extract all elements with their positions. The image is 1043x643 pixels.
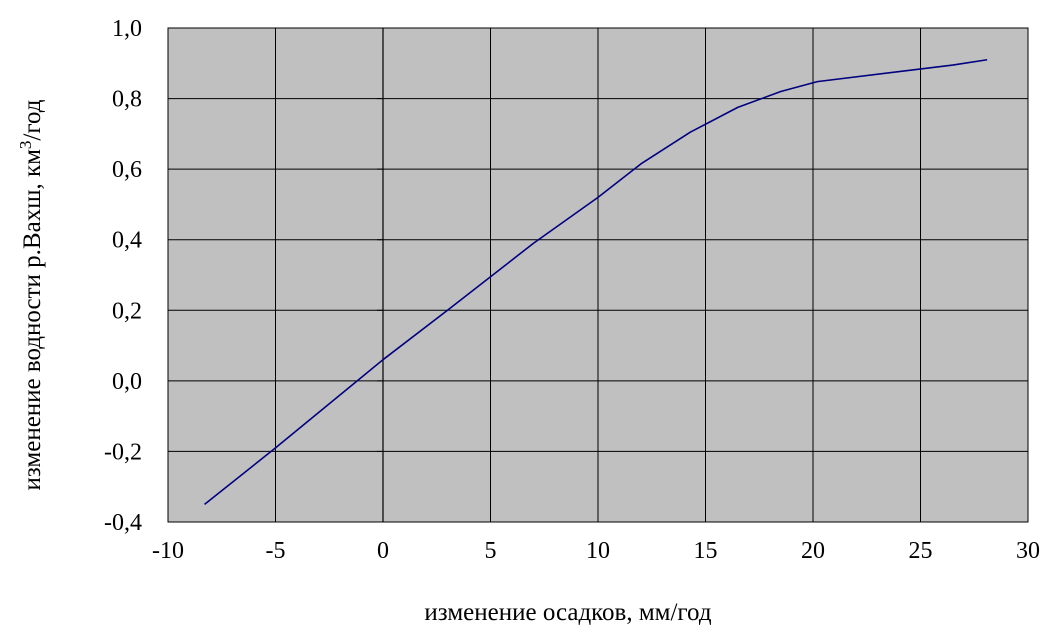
- x-tick-label: 15: [694, 538, 718, 564]
- y-tick-label: 0,8: [112, 87, 142, 113]
- y-tick-label: 0,6: [112, 157, 142, 183]
- x-tick-label: 20: [801, 538, 825, 564]
- y-axis-title: изменение водности р.Вахш, км3/год: [16, 99, 47, 490]
- y-tick-label: -0,4: [104, 510, 142, 536]
- x-tick-label: 25: [909, 538, 933, 564]
- x-axis-title: изменение осадков, мм/год: [424, 599, 711, 626]
- y-tick-label: 0,4: [112, 228, 142, 254]
- x-tick-label: -5: [266, 538, 286, 564]
- y-tick-label: 0,2: [112, 298, 142, 324]
- y-axis-title-main: изменение водности р.Вахш, км: [19, 149, 46, 491]
- y-axis-title-superscript: 3: [16, 141, 35, 150]
- x-tick-labels: -10 -5 0 5 10 15 20 25 30: [152, 538, 1040, 564]
- y-axis-title-suffix: /год: [19, 99, 46, 140]
- x-tick-label: 0: [377, 538, 389, 564]
- x-tick-label: 30: [1016, 538, 1040, 564]
- series-group: [204, 58, 988, 505]
- y-tick-label: -0,2: [104, 439, 142, 465]
- axis-lines: [377, 27, 384, 523]
- x-tick-label: -10: [152, 538, 184, 564]
- series-line: [204, 58, 988, 505]
- y-tick-label: 1,0: [112, 16, 142, 42]
- y-tick-label: 0,0: [112, 369, 142, 395]
- x-tick-label: 5: [485, 538, 497, 564]
- x-tick-label: 10: [586, 538, 610, 564]
- y-tick-labels: -0,4 -0,2 0,0 0,2 0,4 0,6 0,8 1,0: [104, 16, 142, 536]
